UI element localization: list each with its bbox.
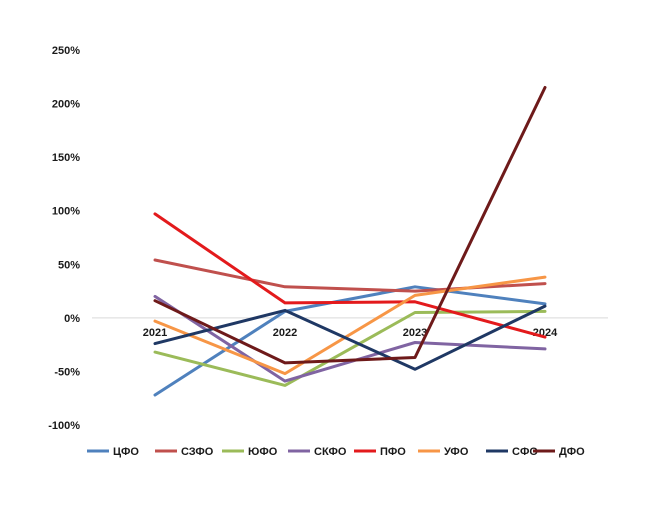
legend-label: ДФО <box>559 446 585 458</box>
series-line-6 <box>153 275 547 376</box>
y-tick-label: -100% <box>48 420 80 432</box>
y-tick-label: -50% <box>54 366 80 378</box>
legend-label: СКФО <box>314 446 347 458</box>
series-line-5 <box>153 212 547 339</box>
series-line-8 <box>153 86 547 365</box>
series-line-3 <box>153 309 547 387</box>
y-tick-label: 0% <box>64 313 80 325</box>
legend-label: СЗФО <box>181 446 214 458</box>
y-tick-label: 50% <box>58 259 80 271</box>
legend-label: ПФО <box>380 446 406 458</box>
y-tick-label: 200% <box>52 99 80 111</box>
legend-label: СФО <box>512 446 538 458</box>
y-tick-label: 250% <box>52 45 80 57</box>
x-tick-label: 2023 <box>403 327 427 339</box>
x-tick-label: 2021 <box>143 327 167 339</box>
y-axis-ticks: 250% 200% 150% 100% 50% 0% -50% -100% <box>48 45 80 432</box>
legend-label: ЮФО <box>248 446 278 458</box>
series-lines <box>153 86 547 397</box>
series-line-7 <box>153 304 547 371</box>
legend: ЦФО СЗФО ЮФО СКФО ПФО УФО СФО ДФО <box>87 446 585 458</box>
series-line-4 <box>153 294 547 383</box>
y-tick-label: 100% <box>52 206 80 218</box>
legend-label: УФО <box>444 446 469 458</box>
series-line-1 <box>153 285 547 397</box>
legend-label: ЦФО <box>113 446 139 458</box>
x-tick-label: 2022 <box>273 327 297 339</box>
y-tick-label: 150% <box>52 152 80 164</box>
x-axis-ticks: 2021 2022 2023 2024 <box>143 327 558 339</box>
